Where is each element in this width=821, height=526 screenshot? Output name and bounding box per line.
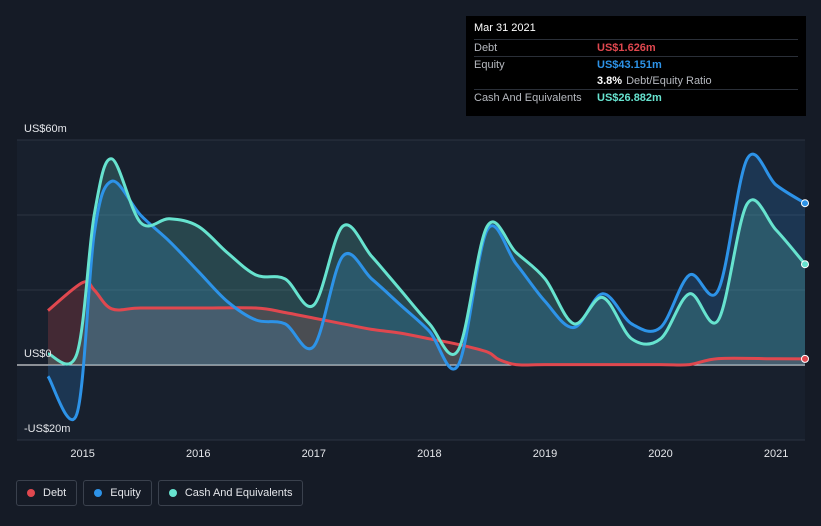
area-equity xyxy=(48,154,805,420)
tooltip-row-equity: Equity US$43.151m xyxy=(474,56,798,73)
x-tick-label: 2020 xyxy=(648,448,672,460)
grid-lines xyxy=(17,139,805,441)
tooltip-value-debt: US$1.626m xyxy=(597,42,656,54)
tooltip-date: Mar 31 2021 xyxy=(474,22,536,34)
y-label-zero: US$0 xyxy=(24,348,52,360)
area-debt xyxy=(48,281,805,366)
endpoint-cash xyxy=(801,260,809,269)
tooltip-value-ratio: 3.8% xyxy=(597,75,623,87)
area-cash xyxy=(48,158,805,365)
series-endpoints xyxy=(801,199,809,363)
series-lines xyxy=(46,152,807,422)
data-tooltip: Mar 31 2021 Debt US$1.626m Equity US$43.… xyxy=(466,16,806,116)
legend-label: Cash And Equivalents xyxy=(184,487,293,499)
x-tick-label: 2017 xyxy=(302,448,326,460)
legend-dot-icon xyxy=(27,489,35,497)
line-debt xyxy=(47,280,806,367)
tooltip-value-equity: US$43.151m xyxy=(597,59,662,71)
chart-legend: Debt Equity Cash And Equivalents xyxy=(16,480,304,506)
tooltip-row-ratio: 3.8% Debt/Equity Ratio xyxy=(474,73,798,89)
tooltip-value-cash: US$26.882m xyxy=(597,92,662,104)
tooltip-label: Debt xyxy=(474,42,498,54)
tooltip-label: Equity xyxy=(474,59,505,71)
series-areas xyxy=(48,154,805,420)
x-tick-label: 2016 xyxy=(186,448,210,460)
legend-label: Equity xyxy=(110,487,141,499)
legend-item-debt[interactable]: Debt xyxy=(16,480,78,506)
line-cash xyxy=(47,157,807,366)
endpoint-debt xyxy=(801,354,809,363)
y-label-top: US$60m xyxy=(24,123,67,135)
legend-dot-icon xyxy=(94,489,103,497)
line-equity xyxy=(46,152,806,422)
tooltip-row-cash: Cash And Equivalents US$26.882m xyxy=(474,89,798,106)
endpoint-equity xyxy=(801,199,809,208)
legend-label: Debt xyxy=(43,487,67,499)
legend-item-equity[interactable]: Equity xyxy=(83,480,152,506)
y-label-bottom: -US$20m xyxy=(24,423,70,435)
x-tick-label: 2021 xyxy=(764,448,788,460)
x-axis-ticks: 2015 2016 2017 2018 2019 2020 2021 xyxy=(70,448,788,460)
tooltip-row-debt: Debt US$1.626m xyxy=(474,39,798,56)
tooltip-label: Cash And Equivalents xyxy=(474,92,582,104)
x-tick-label: 2015 xyxy=(70,448,94,460)
x-tick-label: 2018 xyxy=(417,448,441,460)
legend-dot-icon xyxy=(168,489,177,497)
x-tick-label: 2019 xyxy=(533,448,557,460)
tooltip-ratio-label: Debt/Equity Ratio xyxy=(626,75,712,87)
legend-item-cash[interactable]: Cash And Equivalents xyxy=(157,480,304,506)
